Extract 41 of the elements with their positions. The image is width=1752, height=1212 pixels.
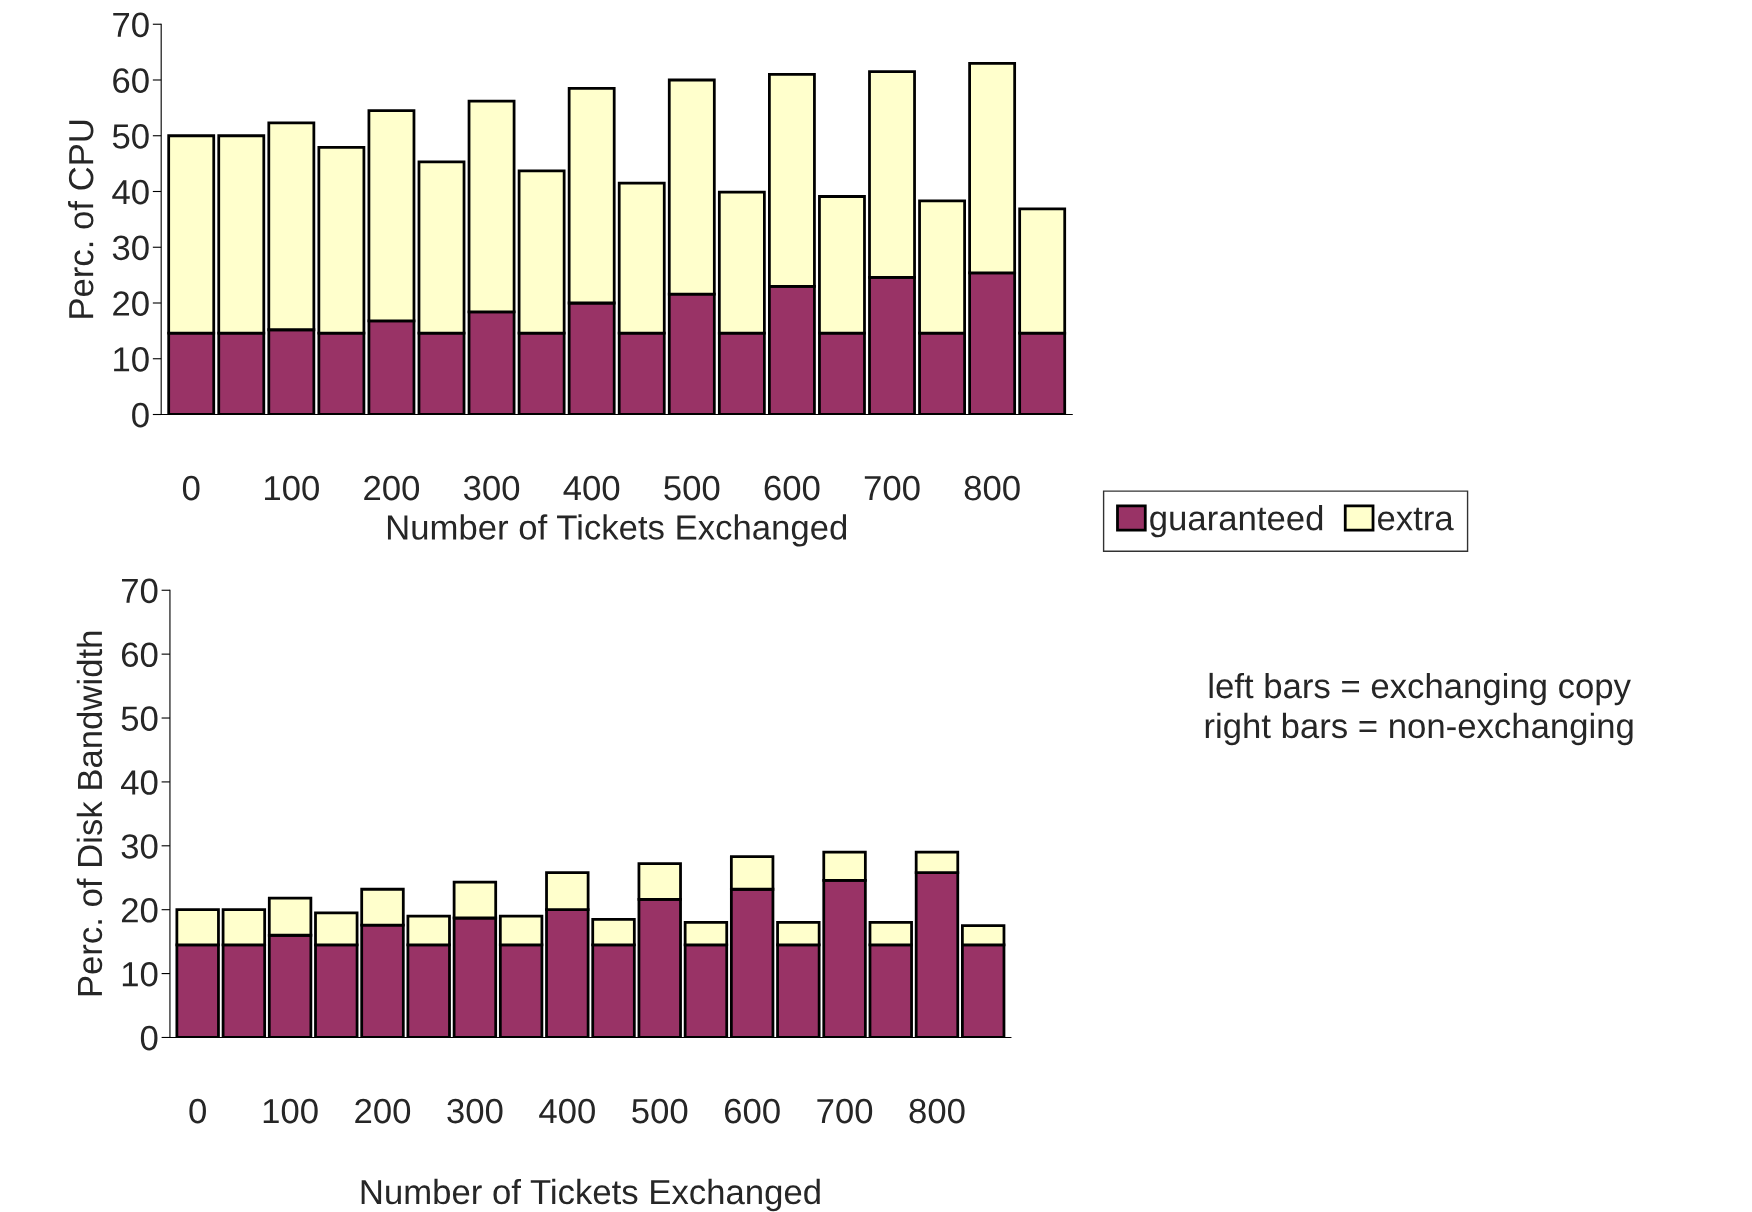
x-tick-label: 400 (563, 475, 620, 501)
y-tick-label: 40 (121, 770, 158, 795)
x-tick-label: 100 (263, 1098, 318, 1124)
text: left bars = exchanging copy right bars = non-exchanging (1205, 672, 1633, 746)
x-axis-title: Number of Tickets Exchanged (361, 1178, 820, 1212)
x-tick-label: 0 (189, 1098, 206, 1124)
y-tick-label: 20 (113, 291, 149, 316)
x-tick-label: 300 (463, 475, 520, 501)
x-tick-label: 700 (817, 1098, 873, 1124)
x-tick-label: 600 (724, 1098, 780, 1124)
x-tick-label: 600 (764, 475, 820, 501)
y-tick-label: 60 (113, 68, 149, 93)
y-tick-label: 50 (112, 124, 149, 149)
y-tick-label: 40 (112, 179, 149, 205)
x-tick-label: 800 (964, 475, 1020, 501)
y-tick-label: 30 (112, 235, 149, 261)
y-tick-label: 0 (140, 1025, 158, 1051)
x-axis-title: Number of Tickets Exchanged (387, 514, 847, 547)
y-tick-label: 0 (132, 402, 149, 428)
x-tick-label: 200 (364, 475, 420, 501)
y-tick-label: 10 (122, 961, 158, 987)
y-axis-title: Perc. of CPU (68, 120, 94, 318)
y-tick-label: 70 (121, 578, 158, 604)
legend-label: guaranteed (1150, 504, 1323, 538)
x-tick-label: 400 (539, 1098, 595, 1124)
y-tick-label: 30 (121, 834, 158, 859)
y-tick-label: 10 (114, 347, 149, 372)
y-tick-label: 70 (113, 12, 149, 38)
x-tick-label: 100 (265, 475, 319, 501)
x-tick-label: 200 (355, 1098, 411, 1124)
x-tick-label: 800 (909, 1098, 965, 1124)
x-tick-label: 500 (664, 475, 720, 501)
x-tick-label: 0 (182, 475, 200, 501)
legend-label: extra (1377, 507, 1454, 531)
x-tick-label: 500 (632, 1098, 688, 1124)
x-tick-label: 300 (447, 1098, 503, 1124)
y-tick-label: 60 (121, 642, 158, 668)
y-tick-label: 20 (121, 898, 158, 923)
y-axis-title: Perc. of Disk Bandwidth (76, 631, 103, 996)
y-tick-label: 50 (121, 706, 158, 731)
x-tick-label: 700 (864, 475, 920, 501)
